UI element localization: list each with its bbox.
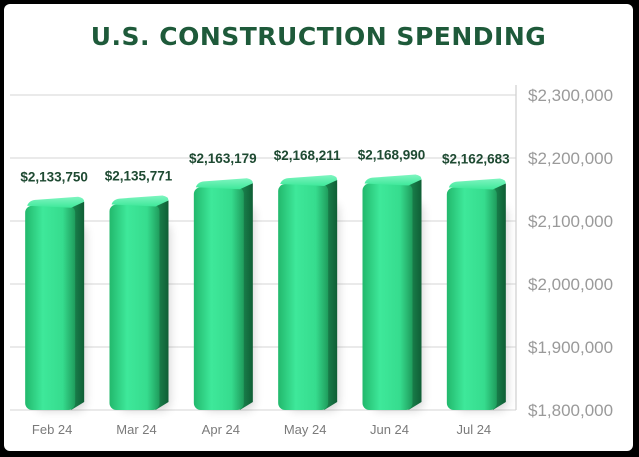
bar-front — [278, 184, 329, 410]
y-tick-label: $1,800,000 — [528, 401, 613, 420]
y-tick-label: $2,100,000 — [528, 212, 613, 231]
bar-front — [446, 187, 497, 410]
bar-chart: $1,800,000 $1,900,000 $2,000,000 $2,100,000… — [10, 85, 613, 437]
bar — [109, 195, 170, 410]
bar-front — [362, 183, 413, 410]
x-tick-label: May 24 — [284, 422, 327, 437]
bar-top — [195, 178, 253, 190]
bar-top — [448, 178, 506, 190]
x-tick-label: Apr 24 — [202, 422, 240, 437]
bar — [446, 178, 507, 410]
bar-front — [193, 187, 244, 410]
y-tick-label: $2,000,000 — [528, 275, 613, 294]
data-label: $2,163,179 — [189, 151, 257, 166]
data-label: $2,133,750 — [20, 170, 88, 185]
data-label: $2,135,771 — [105, 168, 173, 183]
bar-top — [27, 196, 85, 208]
x-tick-label: Feb 24 — [32, 422, 72, 437]
bar-top — [364, 174, 422, 186]
bar-top — [280, 175, 338, 187]
bar-front — [25, 205, 76, 410]
chart-frame: U.S. CONSTRUCTION SPENDING $1,800,00 — [4, 4, 633, 451]
y-tick-label: $2,300,000 — [528, 86, 613, 105]
bar-front — [109, 204, 160, 410]
bar — [362, 174, 423, 410]
y-tick-label: $2,200,000 — [528, 149, 613, 168]
x-tick-label: Jun 24 — [370, 422, 409, 437]
x-tick-label: Mar 24 — [116, 422, 156, 437]
bar — [193, 178, 254, 410]
data-label: $2,168,211 — [274, 148, 341, 163]
chart-title: U.S. CONSTRUCTION SPENDING — [90, 22, 547, 51]
data-label: $2,162,683 — [442, 152, 510, 167]
bar — [278, 175, 339, 410]
bar — [25, 196, 86, 410]
x-tick-label: Jul 24 — [456, 422, 491, 437]
y-tick-label: $1,900,000 — [528, 338, 613, 357]
bar-top — [111, 195, 169, 207]
data-label: $2,168,990 — [358, 148, 426, 163]
